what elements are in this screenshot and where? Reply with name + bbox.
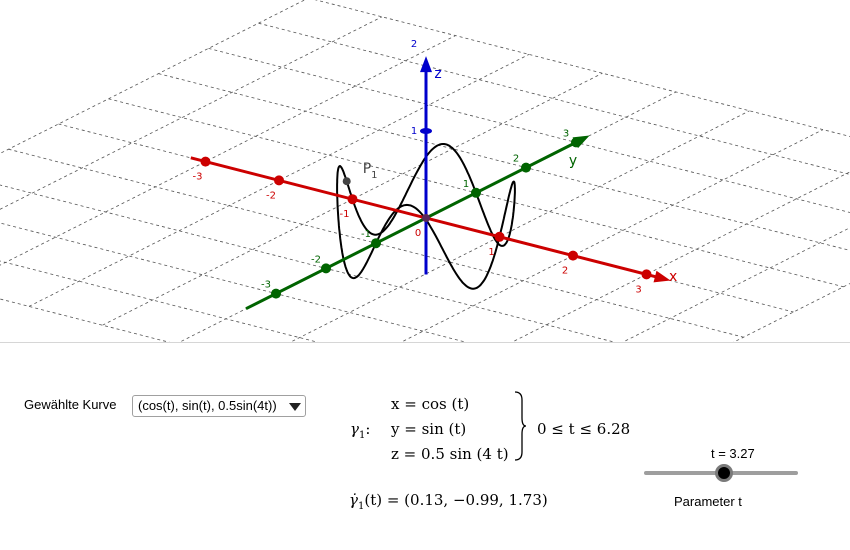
x-tick-label: 1	[488, 247, 494, 258]
z-axis-name: z	[434, 66, 441, 82]
curve-dropdown[interactable]: (cos(t), sin(t), 0.5sin(4t))	[132, 395, 306, 417]
graphics-3d-view[interactable]: x y z -3 -2 -1 0 1 2 3 -3 -2 -1 1 2 3 1 2 P1	[0, 0, 850, 342]
grid-line	[733, 283, 850, 342]
equation-z: z = 0.5 sin (4 t)	[391, 445, 509, 463]
parameter-range: 0 ≤ t ≤ 6.28	[537, 420, 631, 438]
y-tick-label: -1	[361, 229, 371, 240]
slider-caption: Parameter t	[674, 494, 742, 509]
equation-x: x = cos (t)	[391, 395, 470, 413]
x-tick-point	[568, 250, 578, 261]
gamma-label: γ1:	[350, 420, 371, 441]
brace-icon	[514, 391, 527, 461]
y-axis-name: y	[569, 153, 577, 169]
z-tick-point	[420, 128, 432, 134]
axes: x y z -3 -2 -1 0 1 2 3 -3 -2 -1 1 2 3 1 2 P1	[190, 39, 677, 311]
curve-select-label: Gewählte Kurve	[24, 397, 117, 412]
y-tick-point	[371, 238, 381, 249]
grid-line	[158, 73, 850, 251]
grid-line	[289, 110, 750, 342]
x-axis-name: x	[669, 269, 677, 285]
grid-line	[0, 0, 306, 154]
3d-scene[interactable]: x y z -3 -2 -1 0 1 2 3 -3 -2 -1 1 2 3 1 2 P1	[0, 0, 850, 342]
z-tick-label: 2	[411, 39, 417, 50]
grid-line	[0, 16, 383, 210]
x-tick-label: -1	[340, 209, 350, 220]
x-tick-label: 2	[562, 266, 568, 277]
x-tick-point	[200, 156, 211, 167]
derivative-value: γ̇1(t) = (0.13, −0.99, 1.73)	[349, 491, 548, 512]
z-tick-label: 1	[411, 126, 417, 137]
grid-line	[511, 171, 850, 342]
grid-line	[314, 0, 850, 137]
x-tick-point	[274, 175, 284, 186]
y-tick-label: 1	[463, 179, 469, 190]
x-tick-label: -2	[266, 190, 276, 201]
x-axis-arrow-icon	[653, 270, 671, 283]
grid-line	[258, 22, 850, 175]
origin-point	[422, 214, 430, 222]
z-axis-arrow-icon	[420, 56, 432, 73]
y-tick-label: -2	[311, 254, 321, 265]
slider-value-label: t = 3.27	[711, 446, 755, 461]
equation-y: y = sin (t)	[391, 420, 467, 438]
point-p1-label: P1	[363, 161, 378, 181]
grid-line	[208, 48, 850, 213]
chevron-down-icon	[289, 403, 301, 411]
x-tick-label: 0	[415, 228, 421, 239]
y-tick-label: 3	[563, 128, 569, 139]
y-tick-point	[321, 263, 331, 274]
curve-dropdown-value: (cos(t), sin(t), 0.5sin(4t))	[138, 398, 277, 413]
x-tick-label: 3	[635, 284, 641, 295]
x-tick-label: -3	[193, 172, 203, 183]
y-tick-label: -3	[261, 280, 271, 291]
panel-divider	[0, 342, 850, 343]
grid-line	[0, 35, 456, 266]
x-tick-point	[347, 194, 358, 205]
point-p1	[342, 177, 351, 186]
y-tick-point	[521, 162, 531, 173]
parameter-slider-knob[interactable]	[715, 464, 734, 482]
y-tick-point	[271, 288, 281, 299]
y-tick-point	[571, 137, 581, 148]
y-axis	[245, 138, 582, 311]
x-tick-point	[641, 269, 652, 280]
y-tick-point	[471, 187, 481, 198]
y-tick-label: 2	[513, 154, 519, 165]
x-tick-point	[494, 231, 505, 242]
